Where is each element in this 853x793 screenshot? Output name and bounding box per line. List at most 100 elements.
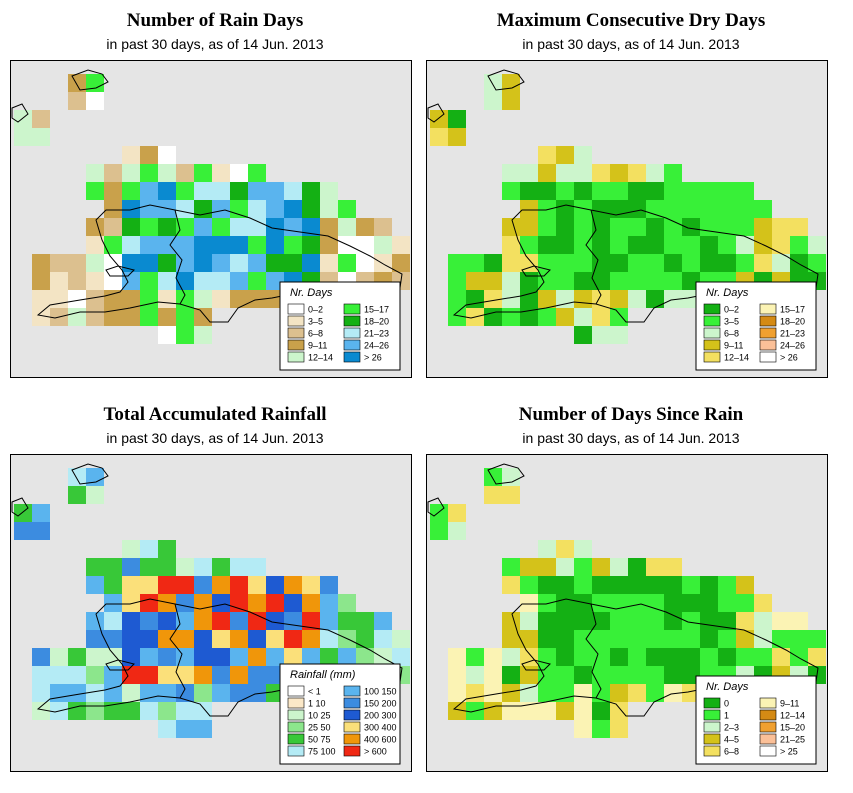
grid-cell <box>32 522 50 540</box>
grid-cell <box>556 218 574 236</box>
legend-swatch <box>287 685 305 697</box>
grid-cell <box>484 648 502 666</box>
grid-cell <box>538 540 556 558</box>
grid-cell <box>610 218 628 236</box>
grid-cell <box>556 164 574 182</box>
legend-swatch <box>287 315 305 327</box>
map-total-rain: Rainfall (mm) < 1 1 10 10 25 25 50 50 75 75 10… <box>10 454 412 772</box>
grid-cell <box>448 702 466 720</box>
legend-label: 9–11 <box>308 341 327 351</box>
grid-cell <box>32 128 50 146</box>
grid-cell <box>574 308 592 326</box>
grid-cell <box>212 182 230 200</box>
grid-cell <box>628 254 646 272</box>
grid-cell <box>592 612 610 630</box>
grid-cell <box>320 612 338 630</box>
grid-cell <box>610 648 628 666</box>
grid-cell <box>520 272 538 290</box>
grid-cell <box>68 308 86 326</box>
grid-cell <box>754 594 772 612</box>
grid-cell <box>448 504 466 522</box>
grid-cell <box>230 630 248 648</box>
grid-cell <box>176 326 194 344</box>
grid-cell <box>646 648 664 666</box>
grid-cell <box>284 236 302 254</box>
grid-cell <box>682 630 700 648</box>
grid-cell <box>520 254 538 272</box>
grid-cell <box>158 648 176 666</box>
legend-swatch <box>287 733 305 745</box>
grid-cell <box>104 308 122 326</box>
grid-cell <box>338 200 356 218</box>
grid-cell <box>140 702 158 720</box>
legend-swatch <box>703 351 721 363</box>
grid-cell <box>356 218 374 236</box>
grid-cell <box>754 254 772 272</box>
grid-cell <box>592 558 610 576</box>
grid-cell <box>68 468 86 486</box>
grid-cell <box>574 254 592 272</box>
grid-cell <box>194 720 212 738</box>
grid-cell <box>86 666 104 684</box>
legend-swatch <box>287 327 305 339</box>
grid-cell <box>230 290 248 308</box>
grid-cell <box>194 254 212 272</box>
grid-cell <box>284 200 302 218</box>
hispaniola-outline <box>36 598 403 717</box>
grid-cell <box>484 468 502 486</box>
grid-cell <box>574 164 592 182</box>
country-border <box>169 209 186 305</box>
legend-label: > 26 <box>780 353 798 363</box>
grid-cell <box>14 110 32 128</box>
grid-cell <box>718 200 736 218</box>
legend-swatch <box>287 697 305 709</box>
grid-cell <box>556 290 574 308</box>
grid-cell <box>502 218 520 236</box>
grid-cell <box>248 236 266 254</box>
grid-cell <box>248 254 266 272</box>
grid-cell <box>194 218 212 236</box>
grid-cell <box>158 254 176 272</box>
grid-cell <box>230 612 248 630</box>
grid-cell <box>790 648 808 666</box>
grid-cell <box>502 92 520 110</box>
grid-cell <box>158 182 176 200</box>
grid-cell <box>194 576 212 594</box>
grid-cell <box>158 308 176 326</box>
grid-cell <box>176 558 194 576</box>
grid-cell <box>664 236 682 254</box>
grid-cell <box>556 540 574 558</box>
grid-cell <box>556 558 574 576</box>
grid-cell <box>502 684 520 702</box>
grid-cell <box>556 630 574 648</box>
panel-max-dry: Maximum Consecutive Dry Days in past 30 … <box>426 0 836 385</box>
grid-cell <box>466 254 484 272</box>
grid-cell <box>790 630 808 648</box>
grid-cell <box>302 648 320 666</box>
grid-cell <box>122 594 140 612</box>
grid-cell <box>266 630 284 648</box>
grid-cell <box>754 612 772 630</box>
grid-cell <box>790 254 808 272</box>
grid-cell <box>140 612 158 630</box>
grid-cell <box>574 290 592 308</box>
grid-cell <box>338 648 356 666</box>
island-outline <box>427 497 445 517</box>
grid-cell <box>556 684 574 702</box>
grid-cells <box>14 468 410 738</box>
grid-cell <box>646 200 664 218</box>
legend-label: 50 75 <box>308 735 331 745</box>
grid-cell <box>212 272 230 290</box>
grid-cell <box>718 254 736 272</box>
grid-cell <box>284 648 302 666</box>
legend-swatch <box>287 721 305 733</box>
grid-cell <box>664 576 682 594</box>
grid-cell <box>610 182 628 200</box>
legend-label: 2–3 <box>724 723 739 733</box>
legend-swatch <box>287 351 305 363</box>
map-days-since: Nr. Days 0 1 2–3 4–5 6–8 9–11 12–14 15–20 21–25 > … <box>426 454 828 772</box>
grid-cell <box>610 326 628 344</box>
legend-label: 6–8 <box>724 747 739 757</box>
grid-cell <box>302 630 320 648</box>
grid-cell <box>772 630 790 648</box>
